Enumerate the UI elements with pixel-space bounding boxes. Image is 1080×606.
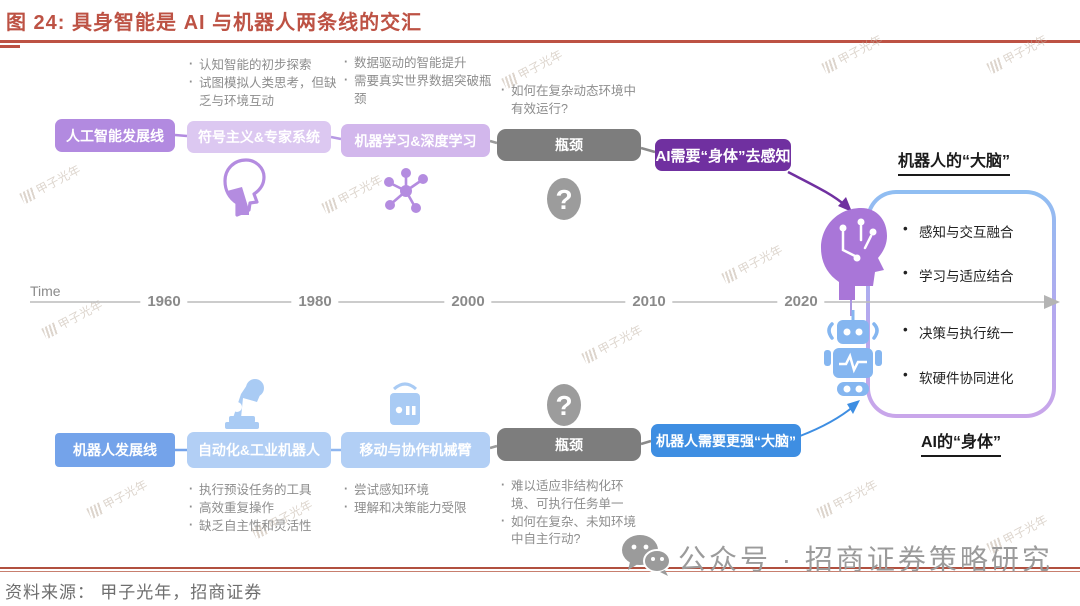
note-line: 需要真实世界数据突破瓶颈 xyxy=(343,72,495,109)
ai-to-body-arrow xyxy=(787,170,847,207)
watermark: 甲子光年 xyxy=(580,321,645,367)
note-line: 执行预设任务的工具 xyxy=(188,481,346,500)
watermark: 甲子光年 xyxy=(18,161,83,207)
ai-track-label: 人工智能发展线 xyxy=(55,119,175,152)
question-mark-icon: ? xyxy=(543,176,585,227)
watermark: 甲子光年 xyxy=(40,296,105,342)
watermark-bars-icon xyxy=(815,501,834,520)
footer-rule xyxy=(0,567,1080,569)
figure-title: 图 24: 具身智能是 AI 与机器人两条线的交汇 xyxy=(6,12,423,34)
robot-stage2-notes: 尝试感知环境 理解和决策能力受限 xyxy=(343,481,507,518)
convergence-item: 学习与适应结合 xyxy=(903,265,1014,285)
robot-track-label: 机器人发展线 xyxy=(55,433,175,467)
year-tick: 1980 xyxy=(291,293,339,310)
note-line: 如何在复杂、未知环境中自主行动? xyxy=(500,513,648,550)
head-profile-icon xyxy=(222,157,268,222)
watermark: 甲子光年 xyxy=(820,31,885,77)
robot-bottleneck-box: 瓶颈 xyxy=(497,428,641,461)
ai-stage1-box: 符号主义&专家系统 xyxy=(187,121,331,153)
note-line: 如何在复杂动态环境中有效运行? xyxy=(500,82,640,119)
connector xyxy=(489,444,498,450)
note-line: 认知智能的初步探索 xyxy=(188,56,340,75)
ai-stage2-box: 机器学习&深度学习 xyxy=(341,124,490,157)
watermark-bars-icon xyxy=(580,346,599,365)
source-note: 资料来源： 甲子光年，招商证券 xyxy=(5,583,263,602)
year-tick: 2000 xyxy=(444,293,492,310)
robot-brain-heading: 机器人的“大脑” xyxy=(898,147,1011,176)
connector xyxy=(640,146,656,154)
wechat-promo-text: 公众号 · 招商证券策略研究 xyxy=(678,544,1053,575)
robot-stage2-box: 移动与协作机械臂 xyxy=(341,432,490,468)
connector xyxy=(330,135,342,141)
timeline-label: Time xyxy=(30,283,61,299)
ai-stage2-notes: 数据驱动的智能提升 需要真实世界数据突破瓶颈 xyxy=(343,54,495,109)
ai-brain-head-icon xyxy=(817,202,889,307)
watermark-bars-icon xyxy=(18,186,37,205)
ai-bottleneck-notes: 如何在复杂动态环境中有效运行? xyxy=(500,82,640,119)
remote-controller-icon xyxy=(382,377,428,434)
ai-bottleneck-box: 瓶颈 xyxy=(497,129,641,161)
year-tick: 2020 xyxy=(777,293,825,310)
robot-arm-icon xyxy=(219,374,273,435)
year-tick: 2010 xyxy=(625,293,673,310)
connector xyxy=(489,139,498,145)
robot-to-brain-arrow xyxy=(799,405,855,437)
question-mark-icon: ? xyxy=(543,382,585,433)
title-rule xyxy=(0,40,1080,43)
neural-network-icon xyxy=(382,167,430,220)
convergence-item: 软硬件协同进化 xyxy=(903,367,1014,387)
ai-callout-box: AI需要“身体”去感知 xyxy=(655,139,791,171)
watermark: 甲子光年 xyxy=(815,476,880,522)
watermark: 甲子光年 xyxy=(320,171,385,217)
robot-callout-box: 机器人需要更强“大脑” xyxy=(651,424,801,457)
watermark: 甲子光年 xyxy=(985,31,1050,77)
watermark-bars-icon xyxy=(985,56,1004,75)
ai-body-heading: AI的“身体” xyxy=(921,428,1002,457)
watermark: 甲子光年 xyxy=(720,241,785,287)
svg-text:?: ? xyxy=(555,184,572,215)
note-line: 试图模拟人类思考，但缺乏与环境互动 xyxy=(188,74,340,111)
note-line: 数据驱动的智能提升 xyxy=(343,54,495,73)
watermark-bars-icon xyxy=(85,501,104,520)
year-tick: 1960 xyxy=(140,293,188,310)
convergence-item: 感知与交互融合 xyxy=(903,221,1014,241)
watermark-bars-icon xyxy=(320,196,339,215)
ai-stage1-notes: 认知智能的初步探索 试图模拟人类思考，但缺乏与环境互动 xyxy=(188,56,340,111)
watermark-bars-icon xyxy=(40,321,59,340)
footer-rule-thin xyxy=(0,571,1080,572)
robot-bottleneck-notes: 难以适应非结构化环境、可执行任务单一 如何在复杂、未知环境中自主行动? xyxy=(500,477,648,550)
wechat-icon xyxy=(620,533,672,582)
convergence-item: 决策与执行统一 xyxy=(903,322,1014,342)
note-line: 缺乏自主性和灵活性 xyxy=(188,517,346,536)
connector xyxy=(640,439,652,446)
robot-stage1-box: 自动化&工业机器人 xyxy=(187,432,331,468)
note-line: 难以适应非结构化环境、可执行任务单一 xyxy=(500,477,648,514)
svg-text:?: ? xyxy=(555,390,572,421)
note-line: 理解和决策能力受限 xyxy=(343,499,507,518)
watermark-bars-icon xyxy=(720,266,739,285)
watermark-bars-icon xyxy=(820,56,839,75)
note-line: 尝试感知环境 xyxy=(343,481,507,500)
connector xyxy=(174,133,188,138)
robot-stage1-notes: 执行预设任务的工具 高效重复操作 缺乏自主性和灵活性 xyxy=(188,481,346,536)
note-line: 高效重复操作 xyxy=(188,499,346,518)
robot-body-icon xyxy=(820,308,886,407)
title-rule-tick xyxy=(0,45,20,48)
watermark: 甲子光年 xyxy=(85,476,150,522)
